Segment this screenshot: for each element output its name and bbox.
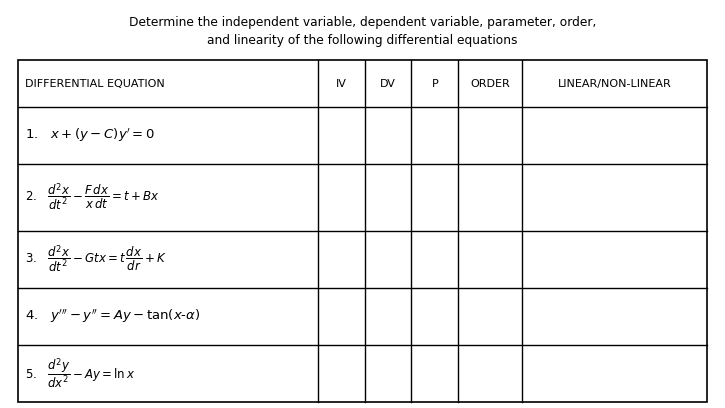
Text: IV: IV (336, 79, 347, 89)
Text: P: P (431, 79, 438, 89)
Text: 4.   $y''' - y'' = Ay - \tan(x\text{-}\alpha)$: 4. $y''' - y'' = Ay - \tan(x\text{-}\alp… (25, 308, 200, 325)
Text: ORDER: ORDER (471, 79, 510, 89)
Bar (18, 60, 707, 402)
Text: DIFFERENTIAL EQUATION: DIFFERENTIAL EQUATION (25, 79, 165, 89)
Text: 1.   $x + (y - C)y' = 0$: 1. $x + (y - C)y' = 0$ (25, 127, 155, 144)
Text: LINEAR/NON-LINEAR: LINEAR/NON-LINEAR (558, 79, 671, 89)
Text: and linearity of the following differential equations: and linearity of the following different… (207, 34, 518, 47)
Text: Determine the independent variable, dependent variable, parameter, order,: Determine the independent variable, depe… (129, 16, 596, 29)
Text: DV: DV (380, 79, 396, 89)
Text: 5.   $\dfrac{d^2y}{dx^2} - Ay = \ln x$: 5. $\dfrac{d^2y}{dx^2} - Ay = \ln x$ (25, 356, 136, 391)
Text: 3.   $\dfrac{d^2x}{dt^2} - Gtx = t\,\dfrac{dx}{dr} + K$: 3. $\dfrac{d^2x}{dt^2} - Gtx = t\,\dfrac… (25, 244, 167, 275)
Text: 2.   $\dfrac{d^2x}{dt^2} - \dfrac{F\,dx}{x\,dt} = t + Bx$: 2. $\dfrac{d^2x}{dt^2} - \dfrac{F\,dx}{x… (25, 182, 160, 213)
